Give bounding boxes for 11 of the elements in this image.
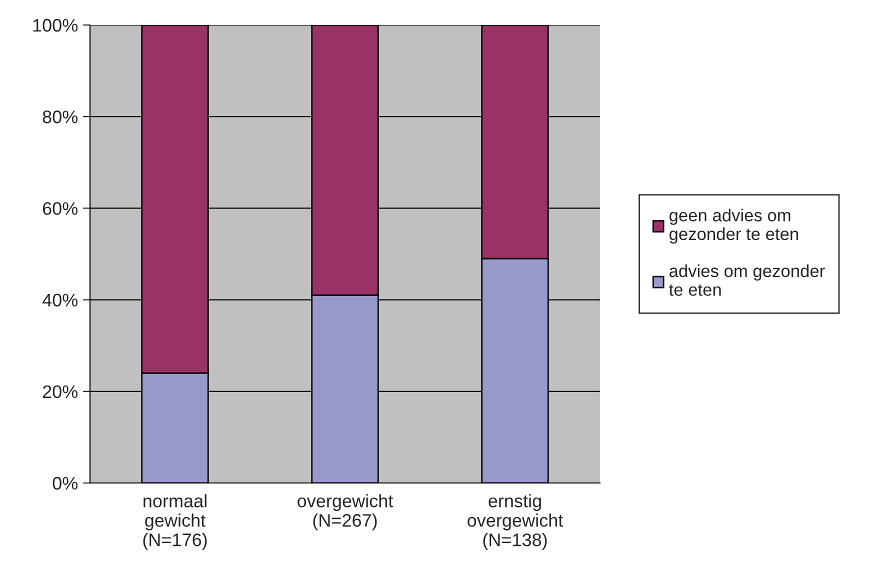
y-tick-label: 0% — [52, 476, 78, 490]
x-tick-label: overgewicht (N=267) — [298, 494, 394, 530]
legend-label: geen advies om gezonder te eten — [670, 208, 798, 244]
y-tick-label: 20% — [42, 385, 78, 398]
x-tick-label: ernstig overgewicht (N=138) — [468, 494, 564, 550]
legend-label: advies om gezonder te eten — [669, 264, 825, 296]
x-tick-label: normaal gewicht (N=176) — [143, 494, 207, 550]
y-tick-label: 60% — [42, 202, 78, 215]
y-tick-label: 100% — [33, 18, 78, 32]
y-tick-label: 80% — [42, 110, 78, 124]
y-tick-label: 40% — [42, 294, 78, 307]
